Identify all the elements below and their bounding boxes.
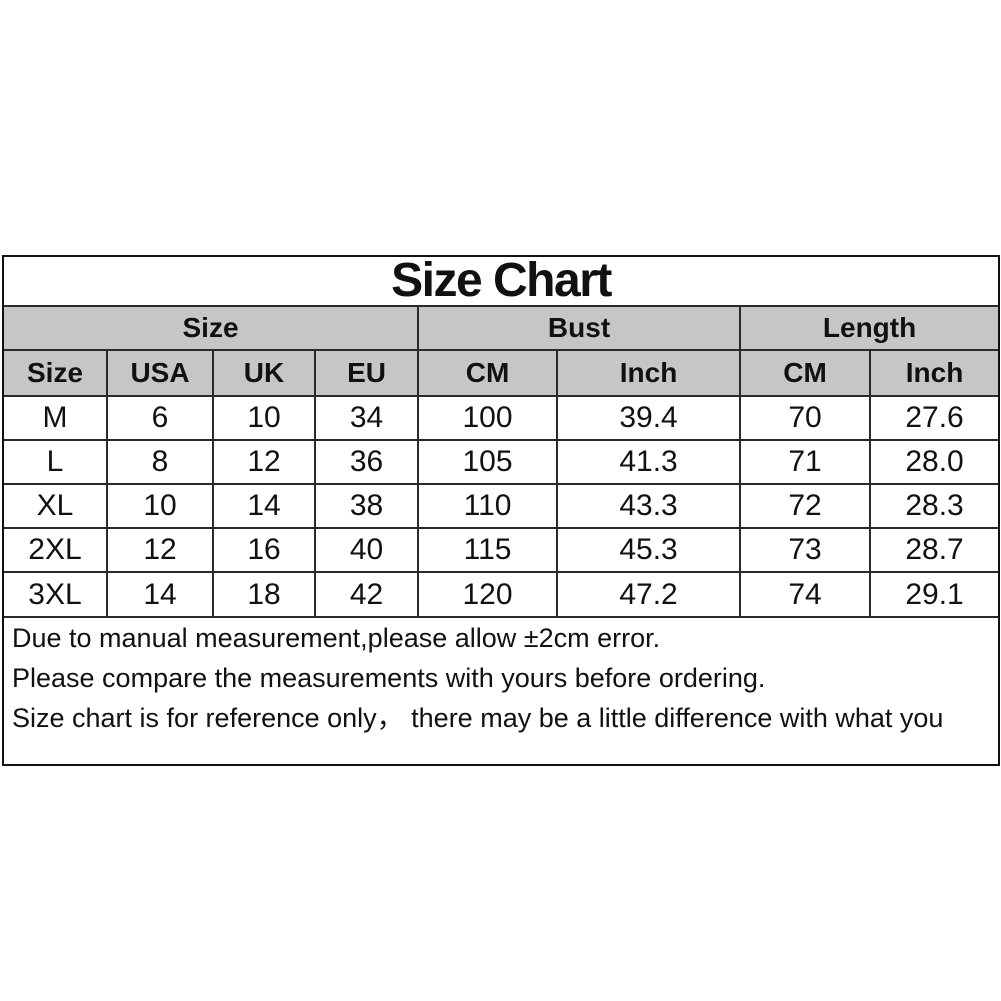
col-header-size: Size [4,349,108,397]
usa-value: 10 [106,483,214,529]
length-inch-value: 27.6 [869,395,998,441]
bust-inch-value: 47.2 [556,571,742,617]
bust-cm-value: 100 [417,395,559,441]
length-inch-value: 29.1 [869,571,998,617]
note-compare-measurements: Please compare the measurements with you… [12,663,766,693]
usa-value: 8 [106,439,214,485]
uk-value: 16 [212,527,316,573]
bust-inch-value: 41.3 [556,439,742,485]
usa-value: 14 [106,571,214,617]
length-cm-value: 73 [739,527,872,573]
length-cm-value: 70 [739,395,872,441]
group-header-bust: Bust [417,306,742,351]
length-cm-value: 72 [739,483,872,529]
group-header-row: Size Bust Length [4,306,998,351]
eu-value: 40 [313,527,420,573]
length-inch-value: 28.3 [869,483,998,529]
table-row-l: L 8 12 36 105 41.3 71 28.0 [4,439,998,485]
eu-value: 42 [313,571,420,617]
length-cm-value: 74 [739,571,872,617]
size-chart-title: Size Chart [4,257,998,307]
note-reference-only: Size chart is for reference only， there … [12,703,944,746]
usa-value: 6 [106,395,214,441]
size-chart-panel: Size Chart Size Bust Length Size USA UK … [2,255,1000,766]
length-inch-value: 28.7 [869,527,998,573]
bust-cm-value: 120 [417,571,559,617]
uk-value: 10 [212,395,316,441]
bust-inch-value: 43.3 [556,483,742,529]
size-label: L [4,439,108,485]
eu-value: 36 [313,439,420,485]
table-row-2xl: 2XL 12 16 40 115 45.3 73 28.7 [4,527,998,573]
length-cm-value: 71 [739,439,872,485]
bust-cm-value: 115 [417,527,559,573]
bust-cm-value: 110 [417,483,559,529]
uk-value: 14 [212,483,316,529]
size-label: 3XL [4,571,108,617]
uk-value: 12 [212,439,316,485]
col-header-bust-cm: CM [417,349,559,397]
size-label: M [4,395,108,441]
col-header-bust-inch: Inch [556,349,742,397]
size-label: 2XL [4,527,108,573]
col-header-usa: USA [106,349,214,397]
col-header-eu: EU [313,349,420,397]
group-header-size: Size [4,306,420,351]
length-inch-value: 28.0 [869,439,998,485]
group-header-length: Length [739,306,998,351]
measurement-notes: Due to manual measurement,please allow ±… [4,616,998,746]
bust-inch-value: 39.4 [556,395,742,441]
col-header-length-inch: Inch [869,349,998,397]
size-chart-table: Size Bust Length Size USA UK EU CM Inch … [4,306,998,617]
col-header-length-cm: CM [739,349,872,397]
usa-value: 12 [106,527,214,573]
bust-inch-value: 45.3 [556,527,742,573]
table-row-xl: XL 10 14 38 110 43.3 72 28.3 [4,483,998,529]
column-header-row: Size USA UK EU CM Inch CM Inch [4,349,998,397]
note-manual-measurement: Due to manual measurement,please allow ±… [12,623,661,653]
eu-value: 34 [313,395,420,441]
col-header-uk: UK [212,349,316,397]
bust-cm-value: 105 [417,439,559,485]
table-row-3xl: 3XL 14 18 42 120 47.2 74 29.1 [4,571,998,617]
size-label: XL [4,483,108,529]
uk-value: 18 [212,571,316,617]
table-row-m: M 6 10 34 100 39.4 70 27.6 [4,395,998,441]
eu-value: 38 [313,483,420,529]
